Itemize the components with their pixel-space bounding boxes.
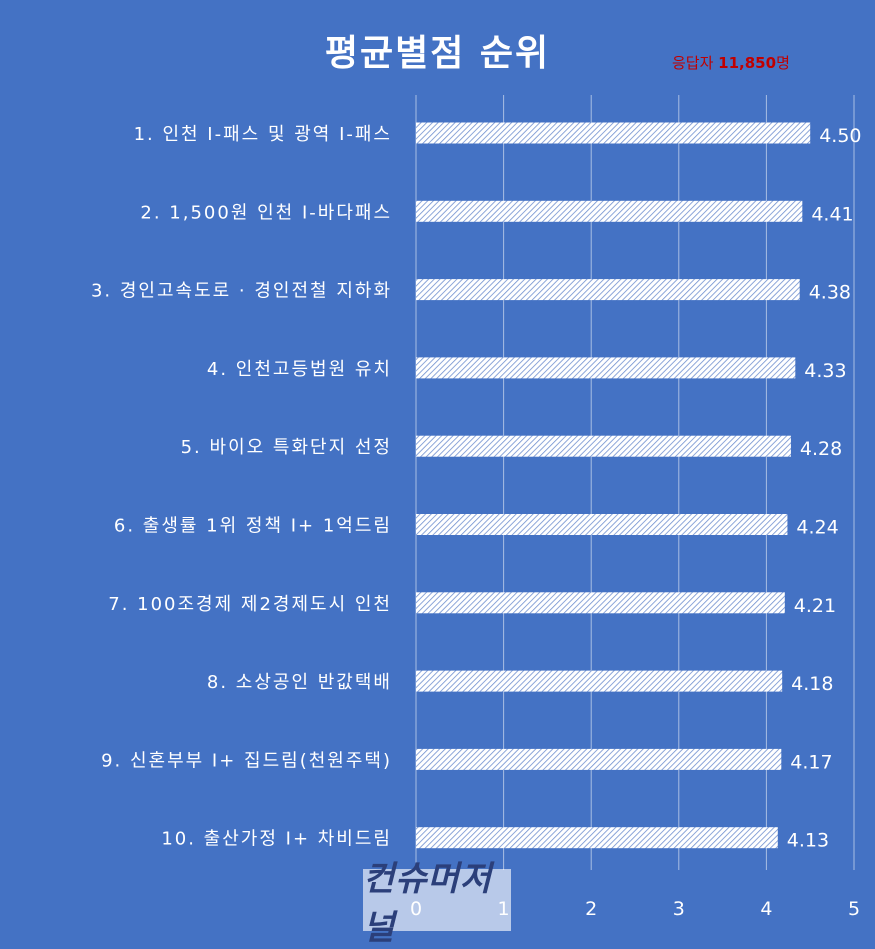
x-tick-label: 5 [848,898,860,920]
category-label: 9. 신혼부부 I+ 집드림(천원주택) [101,750,392,771]
category-label: 8. 소상공인 반값택배 [207,672,392,693]
bar [416,514,788,535]
bar [416,122,811,144]
category-label: 2. 1,500원 인천 I-바다패스 [140,202,392,223]
category-labels: 1. 인천 I-패스 및 광역 I-패스 2. 1,500원 인천 I-바다패스 3… [91,124,392,850]
category-label: 3. 경인고속도로 · 경인전철 지하화 [91,281,392,302]
category-label: 6. 출생률 1위 정책 I+ 1억드림 [114,516,392,537]
bar [416,279,800,301]
category-label: 7. 100조경제 제2경제도시 인천 [108,594,392,615]
value-label: 4.17 [790,751,832,773]
gridlines [415,95,855,870]
respondent-prefix: 응답자 [672,54,719,72]
value-label: 4.50 [819,125,861,147]
category-label: 1. 인천 I-패스 및 광역 I-패스 [134,124,392,145]
category-label: 5. 바이오 특화단지 선정 [181,437,392,458]
value-label: 4.33 [804,360,846,382]
value-label: 4.18 [791,673,833,695]
chart-title: 평균별점 순위 [324,33,551,74]
value-label: 4.28 [800,438,842,460]
bar [416,670,783,692]
value-labels: 4.50 4.41 4.38 4.33 4.28 4.24 4.21 4.18 4.17 4.13 [787,125,862,852]
bar [416,748,782,770]
respondent-suffix: 명 [776,54,790,72]
category-label: 10. 출산가정 I+ 차비드림 [161,829,392,850]
value-label: 4.41 [811,203,853,225]
bar [416,827,778,849]
bar [416,200,803,222]
bars [416,122,811,849]
bar [416,435,791,457]
value-label: 4.38 [809,282,851,304]
x-tick-label: 4 [760,898,772,920]
value-label: 4.21 [794,595,836,617]
category-label: 4. 인천고등법원 유치 [207,359,392,380]
respondent-count: 응답자 11,850명 [672,52,790,73]
value-label: 4.24 [796,517,838,539]
x-tick-label: 2 [585,898,597,920]
value-label: 4.13 [787,830,829,852]
watermark-logo: 컨슈머저널 [363,859,511,948]
respondent-number: 11,850 [718,54,777,72]
bar [416,357,796,379]
x-tick-label: 3 [673,898,685,920]
bar [416,592,785,614]
